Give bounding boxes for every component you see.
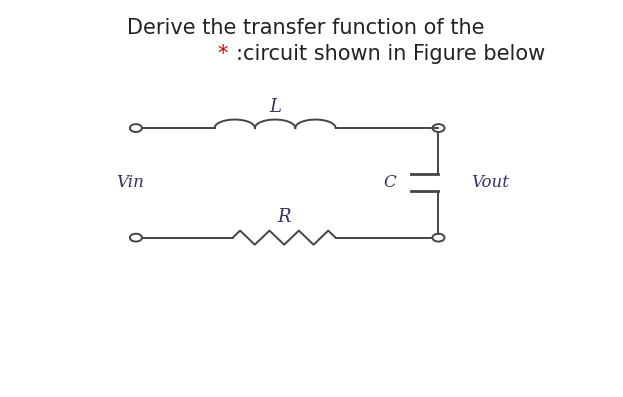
Text: Derive the transfer function of the: Derive the transfer function of the (126, 18, 484, 38)
Text: :circuit shown in Figure below: :circuit shown in Figure below (235, 44, 545, 64)
Text: Vout: Vout (471, 174, 509, 191)
Text: L: L (269, 98, 281, 116)
Text: Vin: Vin (116, 174, 144, 191)
Text: C: C (384, 174, 396, 191)
Text: R: R (277, 208, 291, 226)
Text: *: * (217, 44, 235, 64)
